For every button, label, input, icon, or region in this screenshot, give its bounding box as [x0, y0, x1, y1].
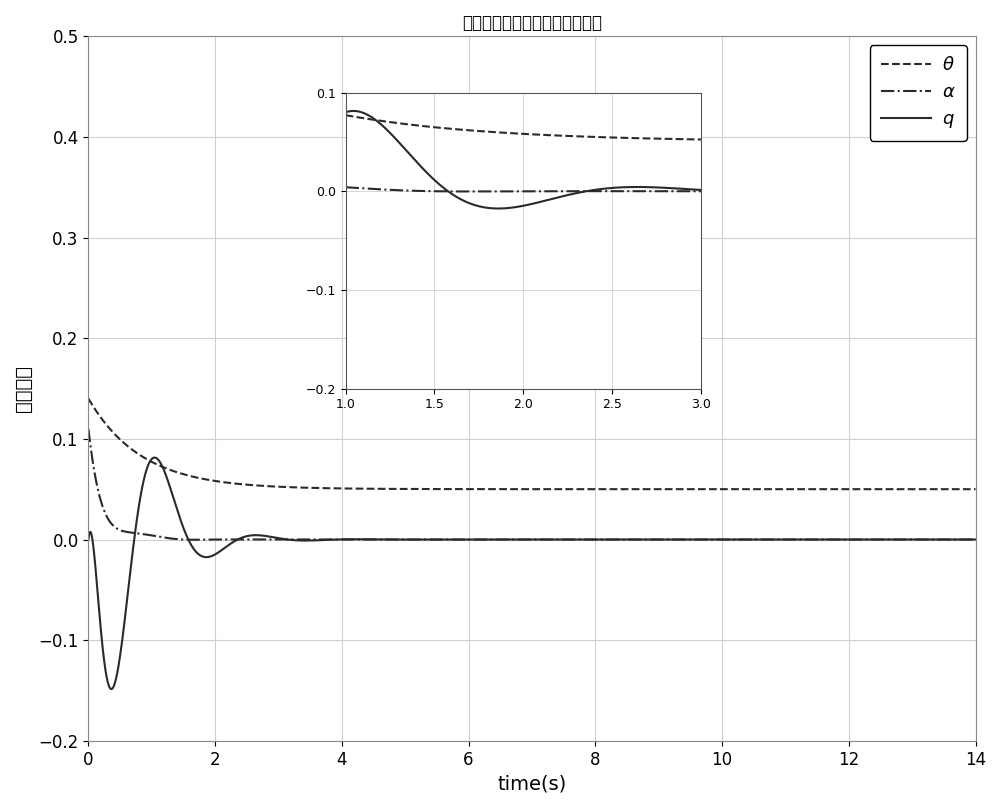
Y-axis label: 状态变量: 状态变量 — [14, 365, 33, 412]
Title: 非最小相位系统输出重定义方法: 非最小相位系统输出重定义方法 — [462, 14, 602, 32]
X-axis label: time(s): time(s) — [497, 774, 567, 793]
Legend: $\theta$, $\alpha$, $q$: $\theta$, $\alpha$, $q$ — [870, 45, 967, 141]
